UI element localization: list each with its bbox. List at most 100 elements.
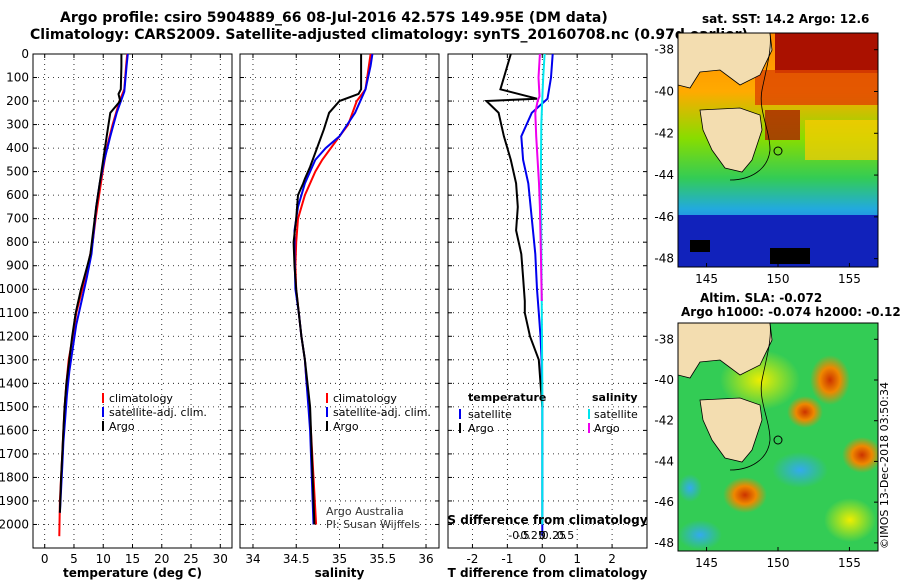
sst-y-tick-label: -38 <box>654 43 674 57</box>
sst-shelf-contour <box>729 33 771 181</box>
y-tick-label: 1800 <box>0 470 29 484</box>
sla-y-tick-label: -44 <box>654 454 674 468</box>
sla-low-anomaly <box>772 452 828 488</box>
s-tick-label: -0.5 <box>508 529 529 542</box>
x-tick-label: 36 <box>418 552 433 566</box>
legend-label: satellite <box>468 408 512 421</box>
sla-x-tick-label: 150 <box>767 556 790 570</box>
pi-annotation: Argo Australia <box>326 505 404 518</box>
series-line-climatology <box>294 53 372 525</box>
sla-high-anomaly <box>842 437 878 473</box>
series-line-climatology <box>58 53 129 537</box>
panel-salinity: 34 34.5 35 35.5 36 salinity climatologysatelli… <box>239 53 440 580</box>
series-line-s-argo <box>534 53 543 302</box>
sla-high-anomaly <box>723 477 767 513</box>
sla-y-tick-label: -46 <box>654 495 674 509</box>
x-tick-label: 10 <box>96 552 111 566</box>
sst-y-tick-label: -48 <box>654 252 674 266</box>
x-tick-label: 0 <box>538 552 546 566</box>
legend-label: Argo <box>468 422 494 435</box>
legend-label: Argo <box>109 420 135 433</box>
y-tick-label: 1600 <box>0 423 29 437</box>
x-tick-label: -2 <box>466 552 478 566</box>
y-tick-label: 200 <box>6 94 29 108</box>
sst-y-tick-label: -44 <box>654 168 674 182</box>
s-axis-label: S difference from climatology <box>447 513 647 527</box>
y-tick-label: 700 <box>6 212 29 226</box>
sst-missing-data <box>690 240 710 252</box>
sla-y-tick-label: -48 <box>654 536 674 550</box>
legend-title: salinity <box>592 391 638 404</box>
title-line-2: Climatology: CARS2009. Satellite-adjuste… <box>30 27 748 43</box>
y-tick-label: 300 <box>6 118 29 132</box>
s-tick-label: -0.25 <box>516 529 544 542</box>
y-tick-label: 0 <box>21 47 29 61</box>
sst-missing-data <box>770 248 810 264</box>
series-line-t-argo <box>484 53 544 407</box>
sst-y-tick-label: -42 <box>654 126 674 140</box>
grid <box>240 53 439 548</box>
sst-mid-patch <box>805 120 878 160</box>
sla-low-anomaly <box>678 474 702 502</box>
sla-y-tick-label: -40 <box>654 373 674 387</box>
series-line-t-satellite <box>520 53 554 537</box>
sla-map <box>677 322 879 552</box>
sla-map-title-2: Argo h1000: -0.074 h2000: -0.12 <box>681 305 900 319</box>
sst-y-tick-label: -40 <box>654 85 674 99</box>
sla-high-anomaly <box>810 355 850 405</box>
axes-frame <box>447 53 648 549</box>
legend-label: satellite <box>594 408 638 421</box>
y-tick-label: 1700 <box>0 447 29 461</box>
s-tick-label: 0 <box>539 529 546 542</box>
axes-frame <box>239 53 440 549</box>
legend-label: satellite-adj. clim. <box>109 406 207 419</box>
x-tick-label: 15 <box>125 552 140 566</box>
y-tick-label: 800 <box>6 235 29 249</box>
x-tick-label: 5 <box>70 552 78 566</box>
sst-argo-location <box>773 146 783 156</box>
sla-low-anomaly <box>678 520 722 550</box>
y-tick-label: 400 <box>6 141 29 155</box>
x-tick-label: 35.5 <box>369 552 396 566</box>
legend-label: Argo <box>594 422 620 435</box>
sst-mainland <box>678 33 773 89</box>
x-axis-label: T difference from climatology <box>448 566 648 580</box>
grid <box>448 53 647 548</box>
y-tick-label: 900 <box>6 259 29 273</box>
sst-x-tick-label: 155 <box>838 272 861 286</box>
sla-mid-anomaly <box>824 498 876 542</box>
legend-title: temperature <box>468 391 546 404</box>
legend-label: Argo <box>333 420 359 433</box>
x-tick-label: 34 <box>245 552 260 566</box>
title-line-1: Argo profile: csiro 5904889_66 08-Jul-20… <box>60 10 608 26</box>
y-tick-label: 1000 <box>0 282 29 296</box>
x-tick-label: 20 <box>154 552 169 566</box>
y-tick-label: 600 <box>6 188 29 202</box>
diff-legend: temperature salinitysatelliteArgosatellit… <box>459 391 638 435</box>
x-tick-label: -1 <box>501 552 513 566</box>
sla-y-tick-label: -42 <box>654 414 674 428</box>
sla-shelf-contour <box>729 323 771 471</box>
legend-label: climatology <box>333 392 397 405</box>
series-line-argo <box>58 54 123 513</box>
x-tick-label: 35 <box>332 552 347 566</box>
legend-label: climatology <box>109 392 173 405</box>
y-tick-label: 2000 <box>0 517 29 531</box>
legend-label: satellite-adj. clim. <box>333 406 431 419</box>
sst-map-title: sat. SST: 14.2 Argo: 12.6 <box>702 12 870 26</box>
y-tick-label: 500 <box>6 165 29 179</box>
series-line-satellite-adj-clim- <box>58 53 129 513</box>
sla-y-tick-label: -38 <box>654 332 674 346</box>
sla-argo-location <box>773 435 783 445</box>
x-tick-label: 34.5 <box>283 552 310 566</box>
sst-tasmania <box>699 107 763 173</box>
x-axis-label: salinity <box>315 566 365 580</box>
x-axis-label: temperature (deg C) <box>63 566 202 580</box>
sla-mainland <box>678 323 773 379</box>
series-line-argo <box>292 54 363 525</box>
sst-warm-patch <box>775 33 878 73</box>
x-tick-label: 1 <box>573 552 581 566</box>
y-tick-label: 1300 <box>0 353 29 367</box>
x-tick-label: 25 <box>183 552 198 566</box>
